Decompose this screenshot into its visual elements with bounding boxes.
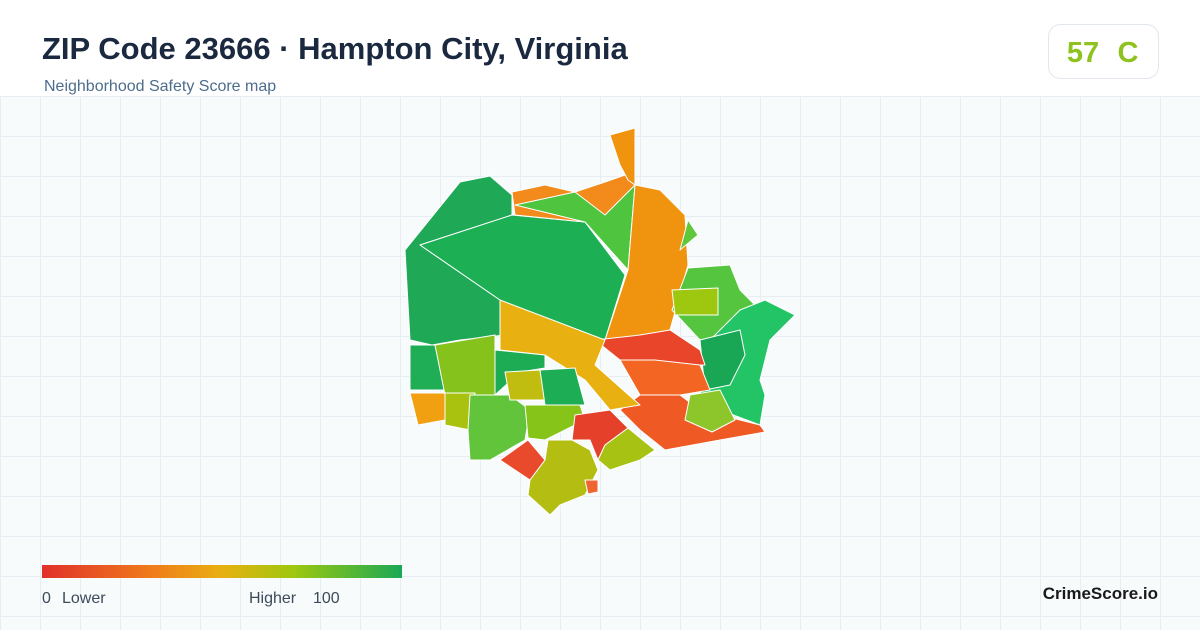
legend-max: 100 bbox=[313, 590, 340, 607]
brand: CrimeScore.io bbox=[1043, 584, 1158, 603]
area bbox=[524, 404, 586, 441]
legend-min-label: Lower bbox=[62, 590, 106, 607]
area bbox=[679, 219, 699, 251]
grid bbox=[0, 96, 1200, 630]
legend-min: 0 bbox=[42, 590, 51, 607]
score-box bbox=[1048, 24, 1159, 79]
legend-max-label: Higher bbox=[249, 590, 297, 607]
area bbox=[597, 427, 656, 471]
score-grade: C bbox=[1118, 37, 1139, 69]
area bbox=[684, 389, 736, 433]
area bbox=[539, 367, 586, 406]
area bbox=[527, 439, 599, 516]
area bbox=[434, 334, 496, 396]
title: ZIP Code 23666 · Hampton City, Virginia bbox=[42, 31, 628, 66]
score-value: 57 bbox=[1067, 37, 1099, 69]
subtitle: Neighborhood Safety Score map bbox=[44, 78, 276, 95]
area bbox=[504, 369, 546, 401]
area bbox=[584, 479, 599, 495]
legend-bar bbox=[42, 565, 402, 578]
zip-map bbox=[404, 127, 796, 516]
header-band bbox=[0, 0, 1200, 96]
area bbox=[671, 287, 719, 316]
